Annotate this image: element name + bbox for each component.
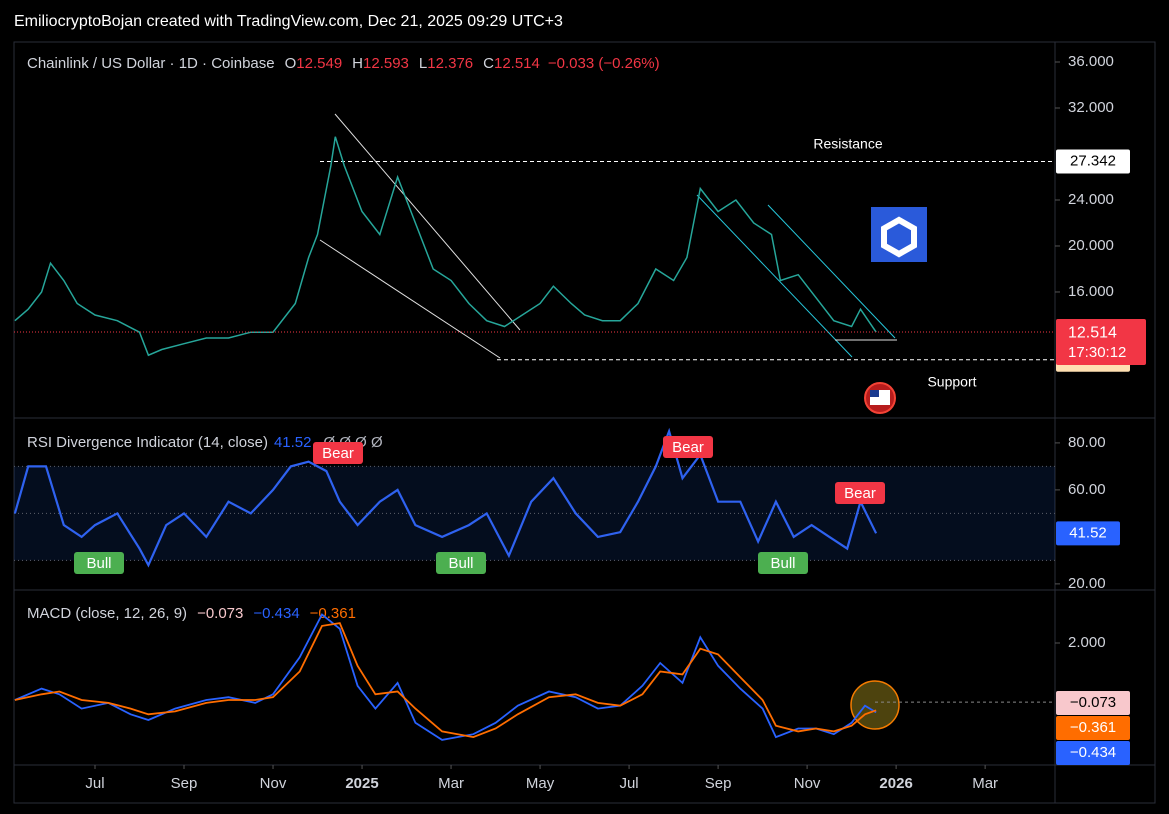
signal-label: Bear bbox=[322, 445, 354, 462]
ohlc-value: 12.376 bbox=[427, 55, 473, 72]
ohlc-value: 12.514 bbox=[494, 55, 540, 72]
signal-box bbox=[313, 442, 363, 464]
price-label-box bbox=[1056, 319, 1146, 366]
level-name: Resistance bbox=[813, 135, 882, 151]
macd-last: −0.361 bbox=[1070, 719, 1116, 736]
legend-value: −0.073 bbox=[197, 605, 243, 622]
ohlc-value: 12.549 bbox=[296, 55, 342, 72]
signal-box bbox=[758, 552, 808, 574]
ohlc-label: H bbox=[352, 55, 363, 72]
ohlc-label: C bbox=[483, 55, 494, 72]
series-line bbox=[14, 136, 877, 357]
flag-icon bbox=[864, 382, 896, 414]
chainlink-logo bbox=[871, 207, 927, 262]
trendline bbox=[319, 239, 501, 359]
flag-canton bbox=[870, 390, 879, 397]
legend-title: RSI Divergence Indicator (14, close) bbox=[27, 434, 268, 451]
signal-box bbox=[74, 552, 124, 574]
logo-hex bbox=[881, 216, 917, 258]
signal-label: Bull bbox=[448, 555, 473, 572]
highlight-circle bbox=[850, 680, 900, 730]
signal-label: Bull bbox=[86, 555, 111, 572]
trendline bbox=[696, 194, 853, 358]
ohlc-label: O bbox=[285, 55, 297, 72]
signal-label: Bull bbox=[770, 555, 795, 572]
level-value: 27.342 bbox=[1070, 153, 1116, 170]
x-tick-label: Mar bbox=[438, 775, 464, 792]
macd-last: −0.073 bbox=[1070, 694, 1116, 711]
legend: MACD (close, 12, 26, 9) −0.073 −0.434 −0.36… bbox=[27, 605, 356, 622]
legend: Chainlink / US Dollar · 1D · Coinbase O12… bbox=[27, 55, 660, 72]
y-tick-label: 36.000 bbox=[1068, 53, 1114, 70]
x-tick-label: Nov bbox=[794, 775, 821, 792]
series-line bbox=[13, 427, 878, 568]
signal-label: Bear bbox=[672, 439, 704, 456]
y-tick-label: 60.00 bbox=[1068, 481, 1106, 498]
price-label-box bbox=[1056, 716, 1130, 740]
x-tick-label: Sep bbox=[705, 775, 732, 792]
legend-value: 41.52 bbox=[274, 434, 312, 451]
price-label-box bbox=[1056, 691, 1130, 715]
countdown: 17:30:12 bbox=[1068, 344, 1126, 361]
x-tick-label: Nov bbox=[260, 775, 287, 792]
drawings bbox=[319, 113, 897, 359]
frame bbox=[13, 41, 1156, 804]
x-tick-label: Sep bbox=[171, 775, 198, 792]
signal-box bbox=[835, 482, 885, 504]
x-tick-label: Jul bbox=[85, 775, 104, 792]
price-label-box bbox=[1056, 741, 1130, 765]
x-tick-label: 2025 bbox=[345, 775, 378, 792]
x-tick-label: Jul bbox=[619, 775, 638, 792]
rsi-last: 41.52 bbox=[1069, 524, 1107, 541]
y-tick-label: 16.000 bbox=[1068, 283, 1114, 300]
y-tick-label: 32.000 bbox=[1068, 99, 1114, 116]
trendline bbox=[767, 204, 896, 339]
change: −0.033 (−0.26%) bbox=[548, 55, 660, 72]
header-title: EmiliocryptoBojan created with TradingVi… bbox=[14, 13, 563, 30]
y-tick-label: 20.000 bbox=[1068, 237, 1114, 254]
y-tick-label: 80.00 bbox=[1068, 434, 1106, 451]
price-label-box bbox=[1056, 521, 1120, 546]
trendline bbox=[334, 113, 521, 331]
legend-value: −0.434 bbox=[253, 605, 299, 622]
x-tick-label: May bbox=[526, 775, 555, 792]
ohlc-value: 12.593 bbox=[363, 55, 409, 72]
x-tick-label: Mar bbox=[972, 775, 998, 792]
y-tick-label: 24.000 bbox=[1068, 191, 1114, 208]
ohlc-label: L bbox=[419, 55, 427, 72]
legend-title: MACD (close, 12, 26, 9) bbox=[27, 605, 187, 622]
legend-value: −0.361 bbox=[310, 605, 356, 622]
level-name: Support bbox=[927, 373, 976, 389]
last-price: 12.514 bbox=[1068, 324, 1117, 341]
signal-box bbox=[436, 552, 486, 574]
macd-last: −0.434 bbox=[1070, 744, 1116, 761]
legend: RSI Divergence Indicator (14, close) 41.5… bbox=[27, 434, 383, 451]
price-label-box bbox=[1056, 149, 1130, 174]
x-tick-label: 2026 bbox=[879, 775, 912, 792]
signal-box bbox=[663, 436, 713, 458]
signal-label: Bear bbox=[844, 485, 876, 502]
y-tick-label: 20.00 bbox=[1068, 575, 1106, 592]
y-tick-label: 2.000 bbox=[1068, 634, 1106, 651]
series-line bbox=[14, 622, 877, 739]
legend-title: Chainlink / US Dollar · 1D · Coinbase bbox=[27, 55, 275, 72]
